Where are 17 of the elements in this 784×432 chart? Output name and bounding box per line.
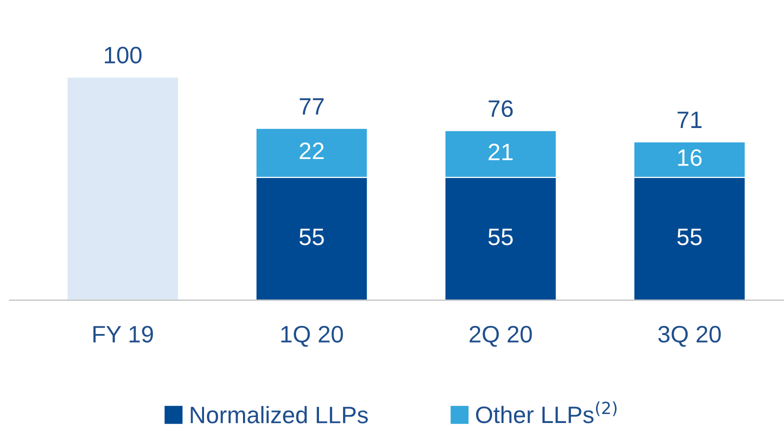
total-label: 71	[678, 112, 702, 128]
x-tick-label: 3Q 20	[658, 326, 721, 347]
data-label: 55	[677, 228, 702, 246]
legend-label: Normalized LLPs	[190, 406, 368, 424]
total-label: 100	[104, 46, 142, 64]
legend-label: Other LLPs$^{(2)}$	[476, 401, 617, 424]
bar	[66, 76, 180, 300]
data-label: 55	[488, 228, 513, 246]
x-tick-label: 2Q 20	[470, 326, 532, 347]
x-tick-label: 1Q 20	[281, 326, 343, 347]
x-tick-label: FY 19	[93, 326, 153, 343]
total-label: 77	[300, 98, 324, 115]
data-label: 21	[488, 144, 513, 160]
data-label: 55	[300, 228, 324, 246]
total-label: 76	[488, 100, 513, 118]
data-label: 16	[678, 149, 702, 166]
data-label: 22	[300, 142, 324, 160]
